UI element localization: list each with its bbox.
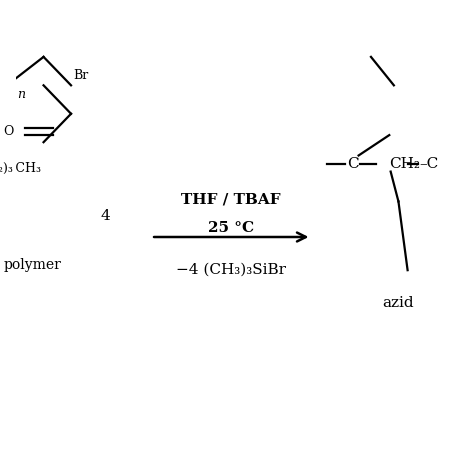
Text: CH₂: CH₂ (389, 156, 420, 171)
Text: −4 (CH₃)₃SiBr: −4 (CH₃)₃SiBr (176, 263, 286, 277)
Text: –C: –C (419, 156, 438, 171)
Text: C: C (347, 156, 358, 171)
Text: THF / TBAF: THF / TBAF (182, 192, 281, 206)
Text: polymer: polymer (3, 258, 61, 273)
Text: n: n (17, 88, 25, 101)
Text: O: O (3, 125, 14, 138)
Text: 25 °C: 25 °C (208, 220, 255, 235)
Text: ₂)₃ CH₃: ₂)₃ CH₃ (0, 162, 41, 175)
Text: azid: azid (383, 296, 414, 310)
Text: Br: Br (73, 69, 89, 82)
Text: 4: 4 (101, 209, 110, 223)
